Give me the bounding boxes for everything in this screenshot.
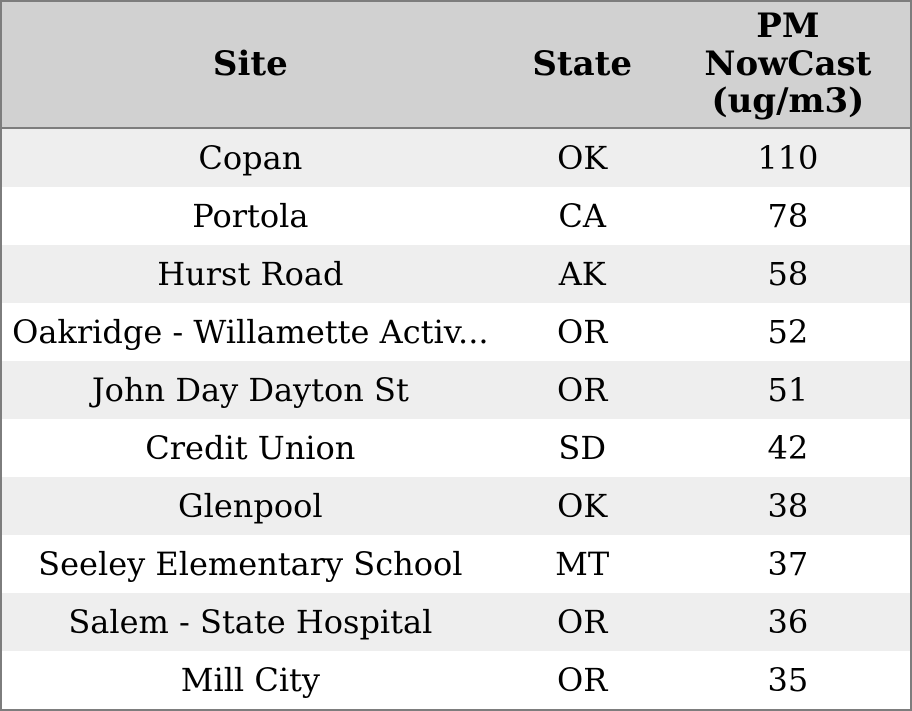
cell-pm-nowcast: 58 [665, 245, 910, 303]
table-row: Salem - State Hospital OR 36 [2, 593, 910, 651]
table-header: Site State PM NowCast (ug/m3) [2, 2, 910, 129]
cell-state: OR [498, 361, 666, 419]
cell-state: CA [498, 187, 666, 245]
cell-state: OR [498, 593, 666, 651]
cell-pm-nowcast: 36 [665, 593, 910, 651]
cell-site: Credit Union [2, 419, 499, 477]
cell-pm-nowcast: 42 [665, 419, 910, 477]
cell-pm-nowcast: 35 [665, 651, 910, 709]
cell-site: Glenpool [2, 477, 499, 535]
cell-state: MT [498, 535, 666, 593]
cell-site: Mill City [2, 651, 499, 709]
cell-state: OK [498, 477, 666, 535]
cell-state: OR [498, 303, 666, 361]
table-body: Copan OK 110 Portola CA 78 Hurst Road AK… [2, 128, 910, 709]
table-row: Glenpool OK 38 [2, 477, 910, 535]
column-header-pm-nowcast: PM NowCast (ug/m3) [665, 2, 910, 129]
cell-site: Seeley Elementary School [2, 535, 499, 593]
table-row: John Day Dayton St OR 51 [2, 361, 910, 419]
cell-site: Hurst Road [2, 245, 499, 303]
cell-state: AK [498, 245, 666, 303]
cell-site: Salem - State Hospital [2, 593, 499, 651]
table-row: Hurst Road AK 58 [2, 245, 910, 303]
table-row: Mill City OR 35 [2, 651, 910, 709]
cell-pm-nowcast: 78 [665, 187, 910, 245]
cell-pm-nowcast: 51 [665, 361, 910, 419]
table-row: Seeley Elementary School MT 37 [2, 535, 910, 593]
table-row: Copan OK 110 [2, 128, 910, 187]
cell-site: John Day Dayton St [2, 361, 499, 419]
cell-site: Copan [2, 128, 499, 187]
header-row: Site State PM NowCast (ug/m3) [2, 2, 910, 129]
table-row: Portola CA 78 [2, 187, 910, 245]
cell-site: Oakridge - Willamette Activ... [2, 303, 499, 361]
cell-pm-nowcast: 38 [665, 477, 910, 535]
cell-site: Portola [2, 187, 499, 245]
cell-pm-nowcast: 110 [665, 128, 910, 187]
column-header-site: Site [2, 2, 499, 129]
table-row: Oakridge - Willamette Activ... OR 52 [2, 303, 910, 361]
table-row: Credit Union SD 42 [2, 419, 910, 477]
cell-pm-nowcast: 37 [665, 535, 910, 593]
cell-state: OK [498, 128, 666, 187]
cell-pm-nowcast: 52 [665, 303, 910, 361]
cell-state: OR [498, 651, 666, 709]
column-header-state: State [498, 2, 666, 129]
cell-state: SD [498, 419, 666, 477]
